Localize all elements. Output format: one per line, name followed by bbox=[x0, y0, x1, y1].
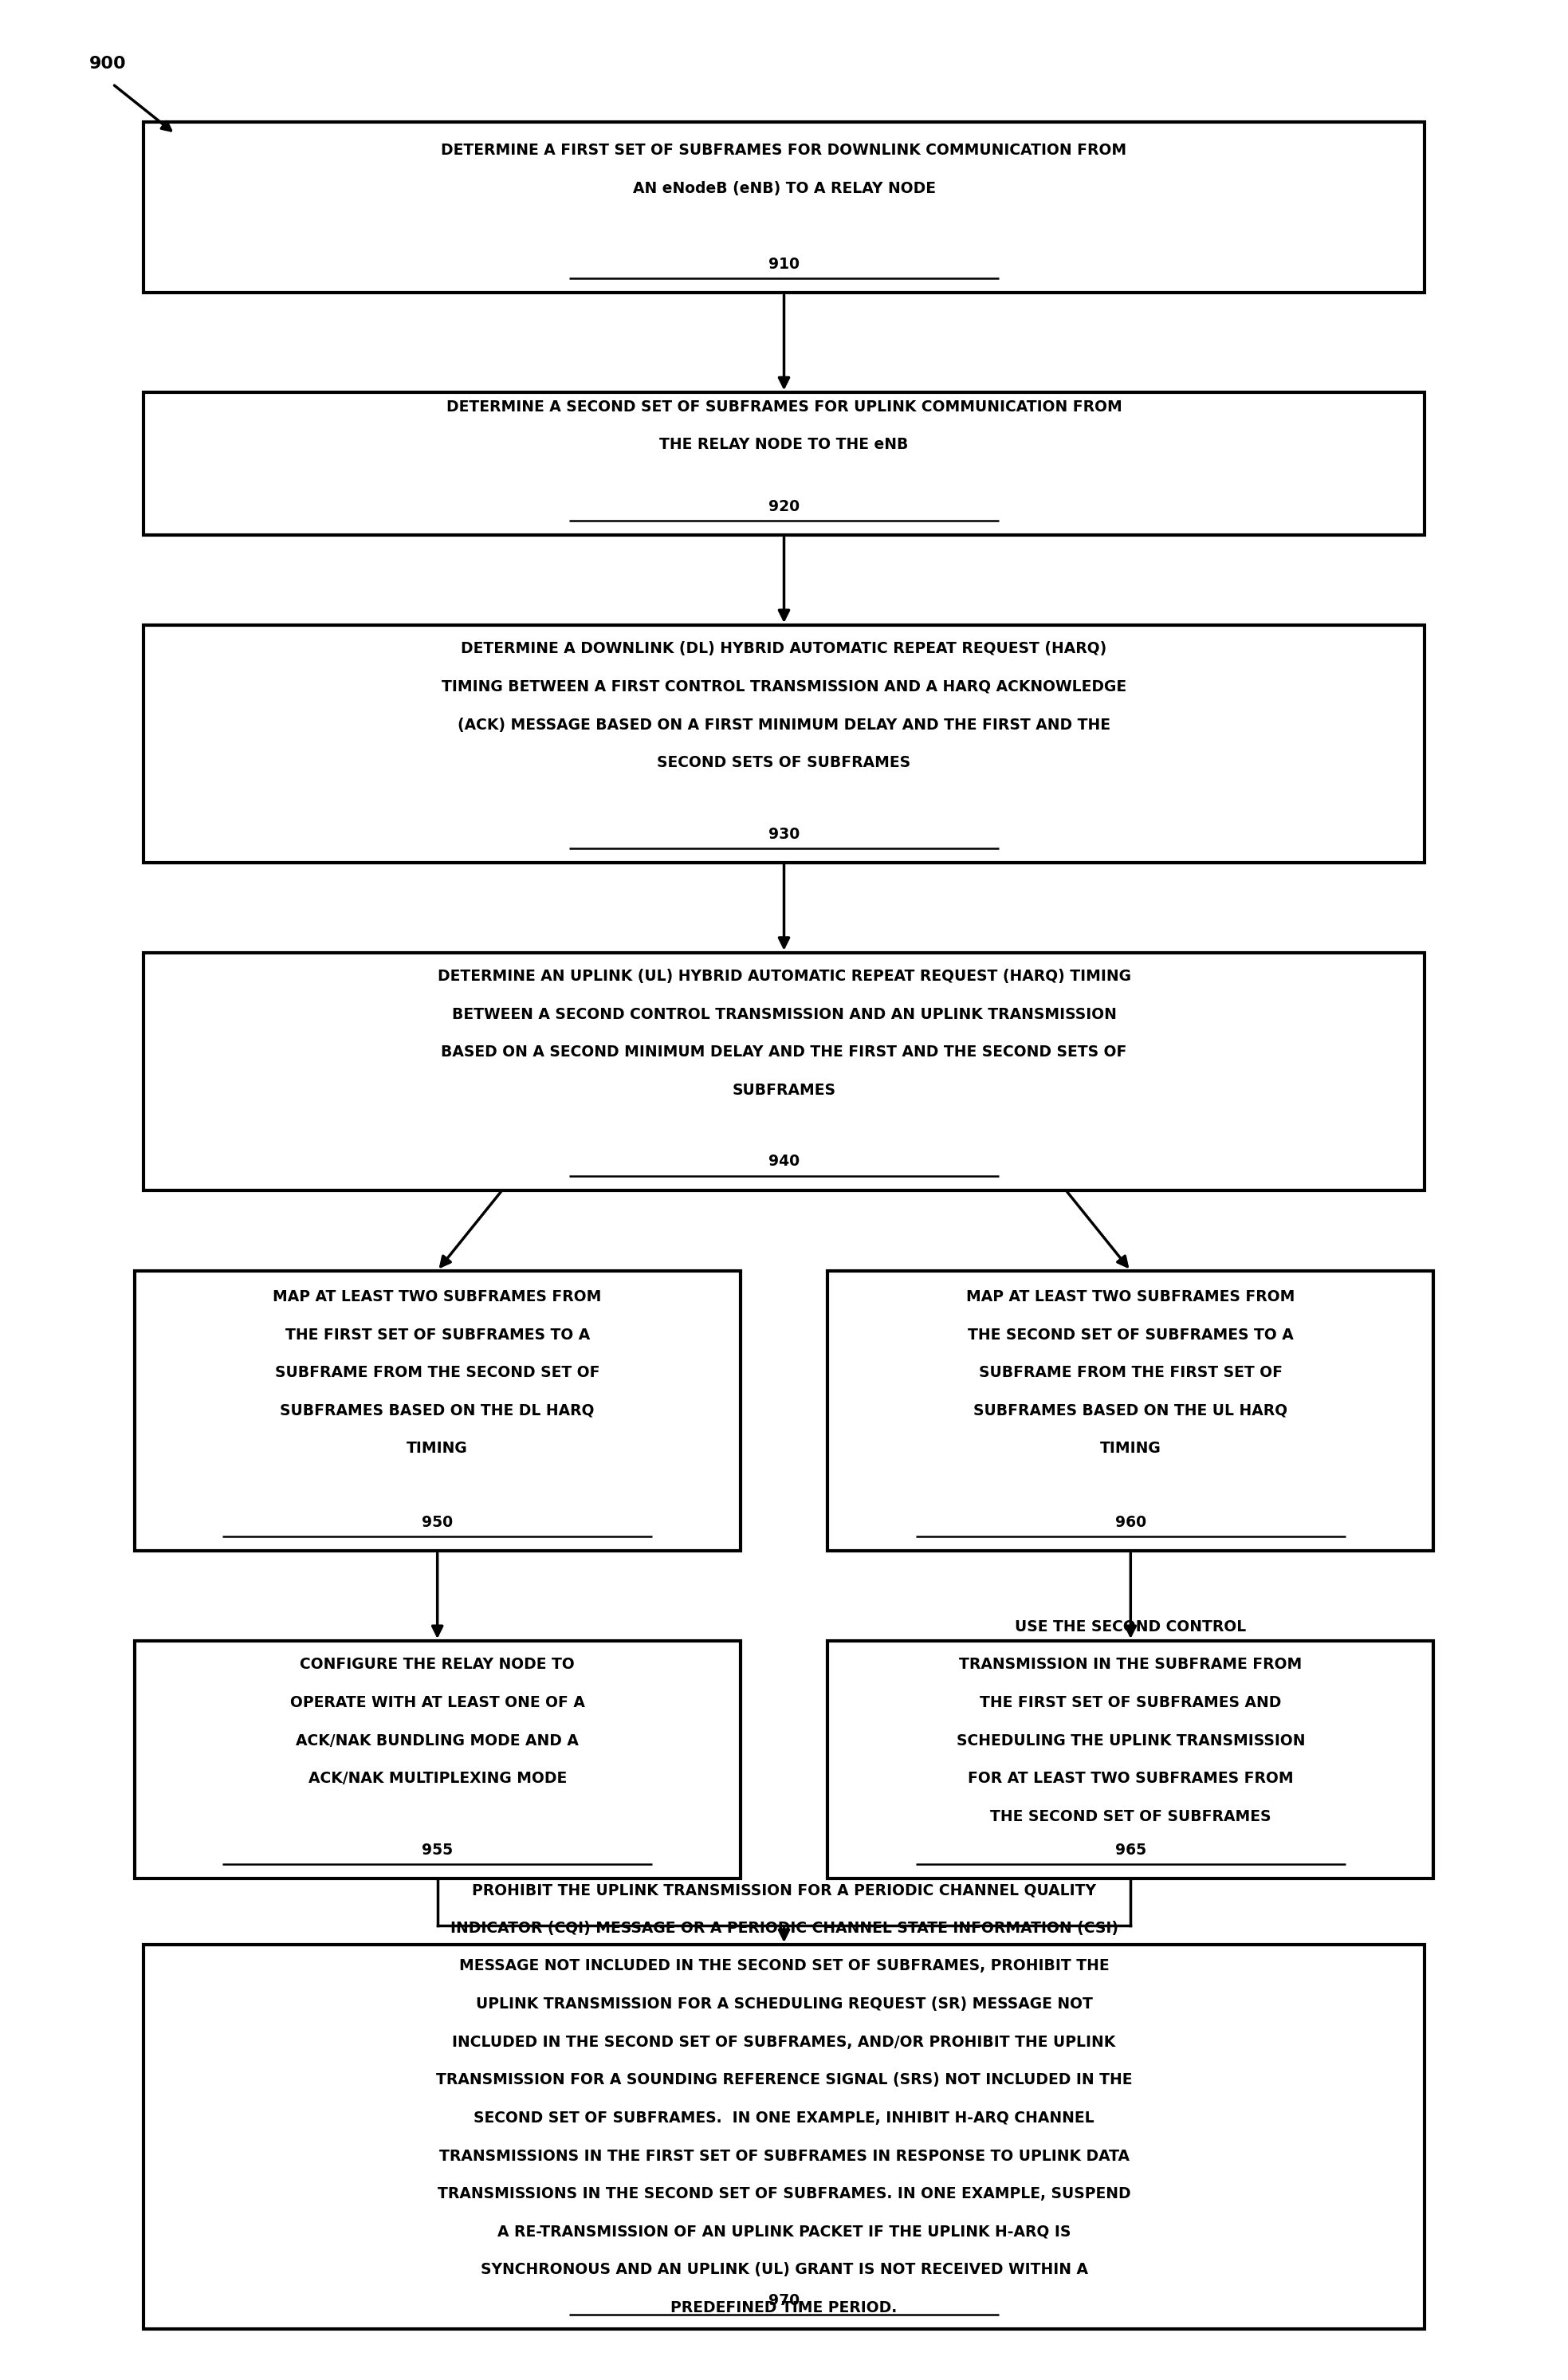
Text: DETERMINE A DOWNLINK (DL) HYBRID AUTOMATIC REPEAT REQUEST (HARQ): DETERMINE A DOWNLINK (DL) HYBRID AUTOMAT… bbox=[461, 640, 1107, 657]
Text: SCHEDULING THE UPLINK TRANSMISSION: SCHEDULING THE UPLINK TRANSMISSION bbox=[956, 1733, 1305, 1749]
Text: BASED ON A SECOND MINIMUM DELAY AND THE FIRST AND THE SECOND SETS OF: BASED ON A SECOND MINIMUM DELAY AND THE … bbox=[441, 1045, 1127, 1059]
Text: 950: 950 bbox=[422, 1514, 453, 1530]
Text: (ACK) MESSAGE BASED ON A FIRST MINIMUM DELAY AND THE FIRST AND THE: (ACK) MESSAGE BASED ON A FIRST MINIMUM D… bbox=[458, 716, 1110, 733]
Text: AN eNodeB (eNB) TO A RELAY NODE: AN eNodeB (eNB) TO A RELAY NODE bbox=[632, 181, 936, 195]
Text: MAP AT LEAST TWO SUBFRAMES FROM: MAP AT LEAST TWO SUBFRAMES FROM bbox=[273, 1290, 602, 1304]
Text: THE SECOND SET OF SUBFRAMES: THE SECOND SET OF SUBFRAMES bbox=[989, 1809, 1272, 1823]
Text: 910: 910 bbox=[768, 257, 800, 271]
Text: TRANSMISSIONS IN THE SECOND SET OF SUBFRAMES. IN ONE EXAMPLE, SUSPEND: TRANSMISSIONS IN THE SECOND SET OF SUBFR… bbox=[437, 2187, 1131, 2202]
Text: UPLINK TRANSMISSION FOR A SCHEDULING REQUEST (SR) MESSAGE NOT: UPLINK TRANSMISSION FOR A SCHEDULING REQ… bbox=[475, 1997, 1093, 2011]
Text: ACK/NAK MULTIPLEXING MODE: ACK/NAK MULTIPLEXING MODE bbox=[309, 1771, 566, 1785]
Text: TRANSMISSION IN THE SUBFRAME FROM: TRANSMISSION IN THE SUBFRAME FROM bbox=[960, 1656, 1301, 1673]
FancyBboxPatch shape bbox=[135, 1640, 740, 1878]
Text: 900: 900 bbox=[89, 55, 127, 71]
Text: DETERMINE A SECOND SET OF SUBFRAMES FOR UPLINK COMMUNICATION FROM: DETERMINE A SECOND SET OF SUBFRAMES FOR … bbox=[447, 400, 1121, 414]
Text: SUBFRAMES BASED ON THE DL HARQ: SUBFRAMES BASED ON THE DL HARQ bbox=[281, 1404, 594, 1418]
Text: SUBFRAMES: SUBFRAMES bbox=[732, 1083, 836, 1097]
Text: SECOND SETS OF SUBFRAMES: SECOND SETS OF SUBFRAMES bbox=[657, 754, 911, 771]
Text: MESSAGE NOT INCLUDED IN THE SECOND SET OF SUBFRAMES, PROHIBIT THE: MESSAGE NOT INCLUDED IN THE SECOND SET O… bbox=[459, 1959, 1109, 1973]
Text: 940: 940 bbox=[768, 1154, 800, 1169]
Text: SUBFRAME FROM THE SECOND SET OF: SUBFRAME FROM THE SECOND SET OF bbox=[274, 1366, 601, 1380]
Text: 970: 970 bbox=[768, 2294, 800, 2309]
Text: TIMING BETWEEN A FIRST CONTROL TRANSMISSION AND A HARQ ACKNOWLEDGE: TIMING BETWEEN A FIRST CONTROL TRANSMISS… bbox=[442, 678, 1126, 695]
Text: TIMING: TIMING bbox=[1101, 1442, 1162, 1457]
Text: SUBFRAME FROM THE FIRST SET OF: SUBFRAME FROM THE FIRST SET OF bbox=[978, 1366, 1283, 1380]
Text: 965: 965 bbox=[1115, 1842, 1146, 1856]
Text: PREDEFINED TIME PERIOD.: PREDEFINED TIME PERIOD. bbox=[671, 2301, 897, 2316]
Text: SECOND SET OF SUBFRAMES.  IN ONE EXAMPLE, INHIBIT H-ARQ CHANNEL: SECOND SET OF SUBFRAMES. IN ONE EXAMPLE,… bbox=[474, 2111, 1094, 2125]
Text: PROHIBIT THE UPLINK TRANSMISSION FOR A PERIODIC CHANNEL QUALITY: PROHIBIT THE UPLINK TRANSMISSION FOR A P… bbox=[472, 1883, 1096, 1897]
Text: THE SECOND SET OF SUBFRAMES TO A: THE SECOND SET OF SUBFRAMES TO A bbox=[967, 1328, 1294, 1342]
FancyBboxPatch shape bbox=[135, 1271, 740, 1552]
FancyBboxPatch shape bbox=[828, 1271, 1433, 1552]
FancyBboxPatch shape bbox=[144, 121, 1424, 293]
Text: INCLUDED IN THE SECOND SET OF SUBFRAMES, AND/OR PROHIBIT THE UPLINK: INCLUDED IN THE SECOND SET OF SUBFRAMES,… bbox=[452, 2035, 1116, 2049]
Text: ACK/NAK BUNDLING MODE AND A: ACK/NAK BUNDLING MODE AND A bbox=[296, 1733, 579, 1749]
Text: 930: 930 bbox=[768, 826, 800, 843]
Text: USE THE SECOND CONTROL: USE THE SECOND CONTROL bbox=[1014, 1618, 1247, 1635]
Text: 955: 955 bbox=[422, 1842, 453, 1856]
FancyBboxPatch shape bbox=[144, 393, 1424, 536]
Text: DETERMINE A FIRST SET OF SUBFRAMES FOR DOWNLINK COMMUNICATION FROM: DETERMINE A FIRST SET OF SUBFRAMES FOR D… bbox=[441, 143, 1127, 157]
Text: 920: 920 bbox=[768, 500, 800, 514]
FancyBboxPatch shape bbox=[828, 1640, 1433, 1878]
Text: 960: 960 bbox=[1115, 1514, 1146, 1530]
FancyBboxPatch shape bbox=[144, 626, 1424, 862]
Text: TIMING: TIMING bbox=[406, 1442, 467, 1457]
Text: SUBFRAMES BASED ON THE UL HARQ: SUBFRAMES BASED ON THE UL HARQ bbox=[974, 1404, 1287, 1418]
Text: OPERATE WITH AT LEAST ONE OF A: OPERATE WITH AT LEAST ONE OF A bbox=[290, 1695, 585, 1711]
FancyBboxPatch shape bbox=[144, 1944, 1424, 2330]
Text: SYNCHRONOUS AND AN UPLINK (UL) GRANT IS NOT RECEIVED WITHIN A: SYNCHRONOUS AND AN UPLINK (UL) GRANT IS … bbox=[480, 2263, 1088, 2278]
Text: BETWEEN A SECOND CONTROL TRANSMISSION AND AN UPLINK TRANSMISSION: BETWEEN A SECOND CONTROL TRANSMISSION AN… bbox=[452, 1007, 1116, 1021]
Text: THE RELAY NODE TO THE eNB: THE RELAY NODE TO THE eNB bbox=[660, 438, 908, 452]
Text: FOR AT LEAST TWO SUBFRAMES FROM: FOR AT LEAST TWO SUBFRAMES FROM bbox=[967, 1771, 1294, 1785]
FancyBboxPatch shape bbox=[144, 952, 1424, 1190]
Text: THE FIRST SET OF SUBFRAMES TO A: THE FIRST SET OF SUBFRAMES TO A bbox=[285, 1328, 590, 1342]
Text: CONFIGURE THE RELAY NODE TO: CONFIGURE THE RELAY NODE TO bbox=[299, 1656, 575, 1673]
Text: MAP AT LEAST TWO SUBFRAMES FROM: MAP AT LEAST TWO SUBFRAMES FROM bbox=[966, 1290, 1295, 1304]
Text: TRANSMISSION FOR A SOUNDING REFERENCE SIGNAL (SRS) NOT INCLUDED IN THE: TRANSMISSION FOR A SOUNDING REFERENCE SI… bbox=[436, 2073, 1132, 2087]
Text: TRANSMISSIONS IN THE FIRST SET OF SUBFRAMES IN RESPONSE TO UPLINK DATA: TRANSMISSIONS IN THE FIRST SET OF SUBFRA… bbox=[439, 2149, 1129, 2163]
Text: A RE-TRANSMISSION OF AN UPLINK PACKET IF THE UPLINK H-ARQ IS: A RE-TRANSMISSION OF AN UPLINK PACKET IF… bbox=[497, 2225, 1071, 2240]
Text: INDICATOR (CQI) MESSAGE OR A PERIODIC CHANNEL STATE INFORMATION (CSI): INDICATOR (CQI) MESSAGE OR A PERIODIC CH… bbox=[450, 1921, 1118, 1935]
Text: THE FIRST SET OF SUBFRAMES AND: THE FIRST SET OF SUBFRAMES AND bbox=[980, 1695, 1281, 1711]
Text: DETERMINE AN UPLINK (UL) HYBRID AUTOMATIC REPEAT REQUEST (HARQ) TIMING: DETERMINE AN UPLINK (UL) HYBRID AUTOMATI… bbox=[437, 969, 1131, 983]
